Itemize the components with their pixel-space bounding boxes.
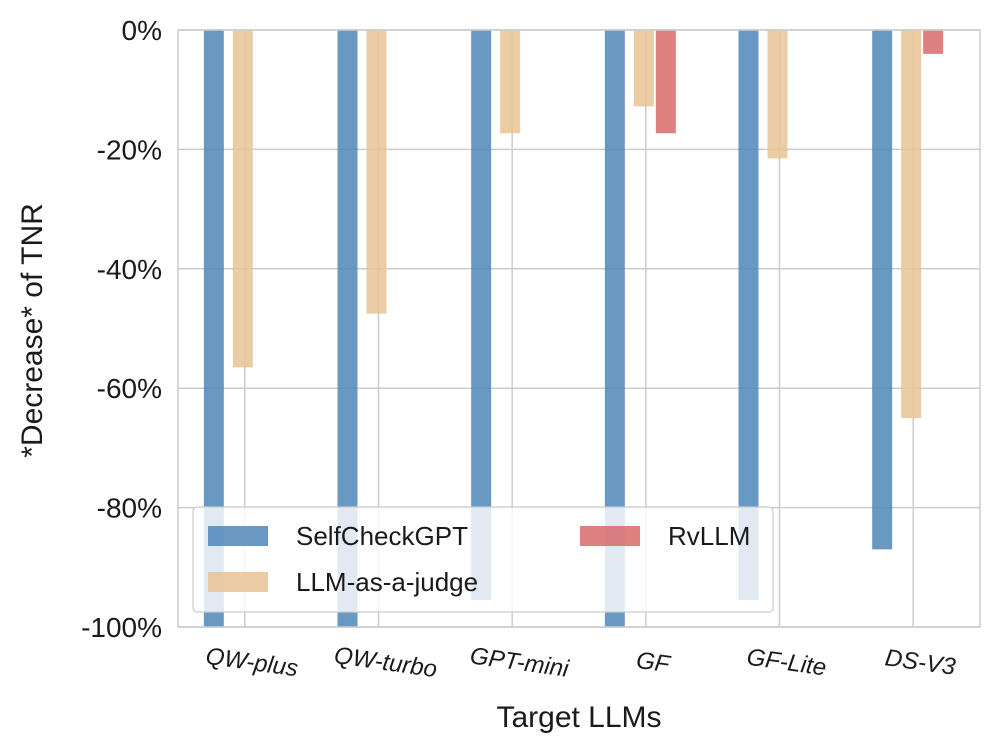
x-tick-labels: QW-plus QW-turbo GPT-mini GF GF-Lite DS-V3 — [204, 642, 958, 683]
x-axis-label: Target LLMs — [496, 701, 661, 734]
plot-frame — [177, 29, 981, 628]
bar-selfcheckgpt-ds-v3 — [872, 30, 893, 550]
bar-llm-as-a-judge-ds-v3 — [901, 30, 922, 419]
x-tick-label: QW-turbo — [332, 642, 438, 683]
legend-swatch-llm-as-a-judge — [208, 572, 268, 592]
y-tick-label: -40% — [97, 254, 162, 285]
x-tick-label: GPT-mini — [468, 642, 571, 683]
legend-label-selfcheckgpt: SelfCheckGPT — [296, 521, 468, 551]
bars — [203, 30, 944, 627]
bar-rvllm-ds-v3 — [923, 30, 944, 54]
bar-selfcheckgpt-gf — [604, 30, 625, 627]
legend: SelfCheckGPT RvLLM LLM-as-a-judge — [192, 506, 774, 613]
bar-llm-as-a-judge-gf — [633, 30, 654, 107]
y-tick-labels: 0% -20% -40% -60% -80% -100% — [81, 15, 162, 643]
bar-selfcheckgpt-gpt-mini — [471, 30, 492, 601]
y-axis-label: *Decrease* of TNR — [16, 203, 49, 458]
x-tick-label: GF — [634, 647, 672, 679]
y-tick-label: -20% — [97, 134, 162, 165]
legend-swatch-rvllm — [580, 526, 640, 546]
bar-selfcheckgpt-qw-plus — [203, 30, 224, 627]
x-tick-label: DS-V3 — [883, 644, 957, 681]
legend-swatch-selfcheckgpt — [208, 526, 268, 546]
bar-llm-as-a-judge-qw-turbo — [366, 30, 387, 314]
x-tick-label: QW-plus — [204, 643, 300, 683]
y-tick-label: -80% — [97, 493, 162, 524]
bar-selfcheckgpt-gf-lite — [738, 30, 759, 601]
bar-llm-as-a-judge-qw-plus — [232, 30, 253, 368]
legend-label-llm-as-a-judge: LLM-as-a-judge — [296, 567, 478, 597]
bar-llm-as-a-judge-gpt-mini — [500, 30, 521, 134]
y-tick-label: -100% — [81, 612, 162, 643]
bar-rvllm-gf — [655, 30, 676, 134]
legend-label-rvllm: RvLLM — [668, 521, 750, 551]
y-tick-label: -60% — [97, 373, 162, 404]
bar-llm-as-a-judge-gf-lite — [767, 30, 788, 159]
x-tick-label: GF-Lite — [745, 644, 828, 682]
bar-selfcheckgpt-qw-turbo — [337, 30, 358, 627]
y-tick-label: 0% — [122, 15, 162, 46]
